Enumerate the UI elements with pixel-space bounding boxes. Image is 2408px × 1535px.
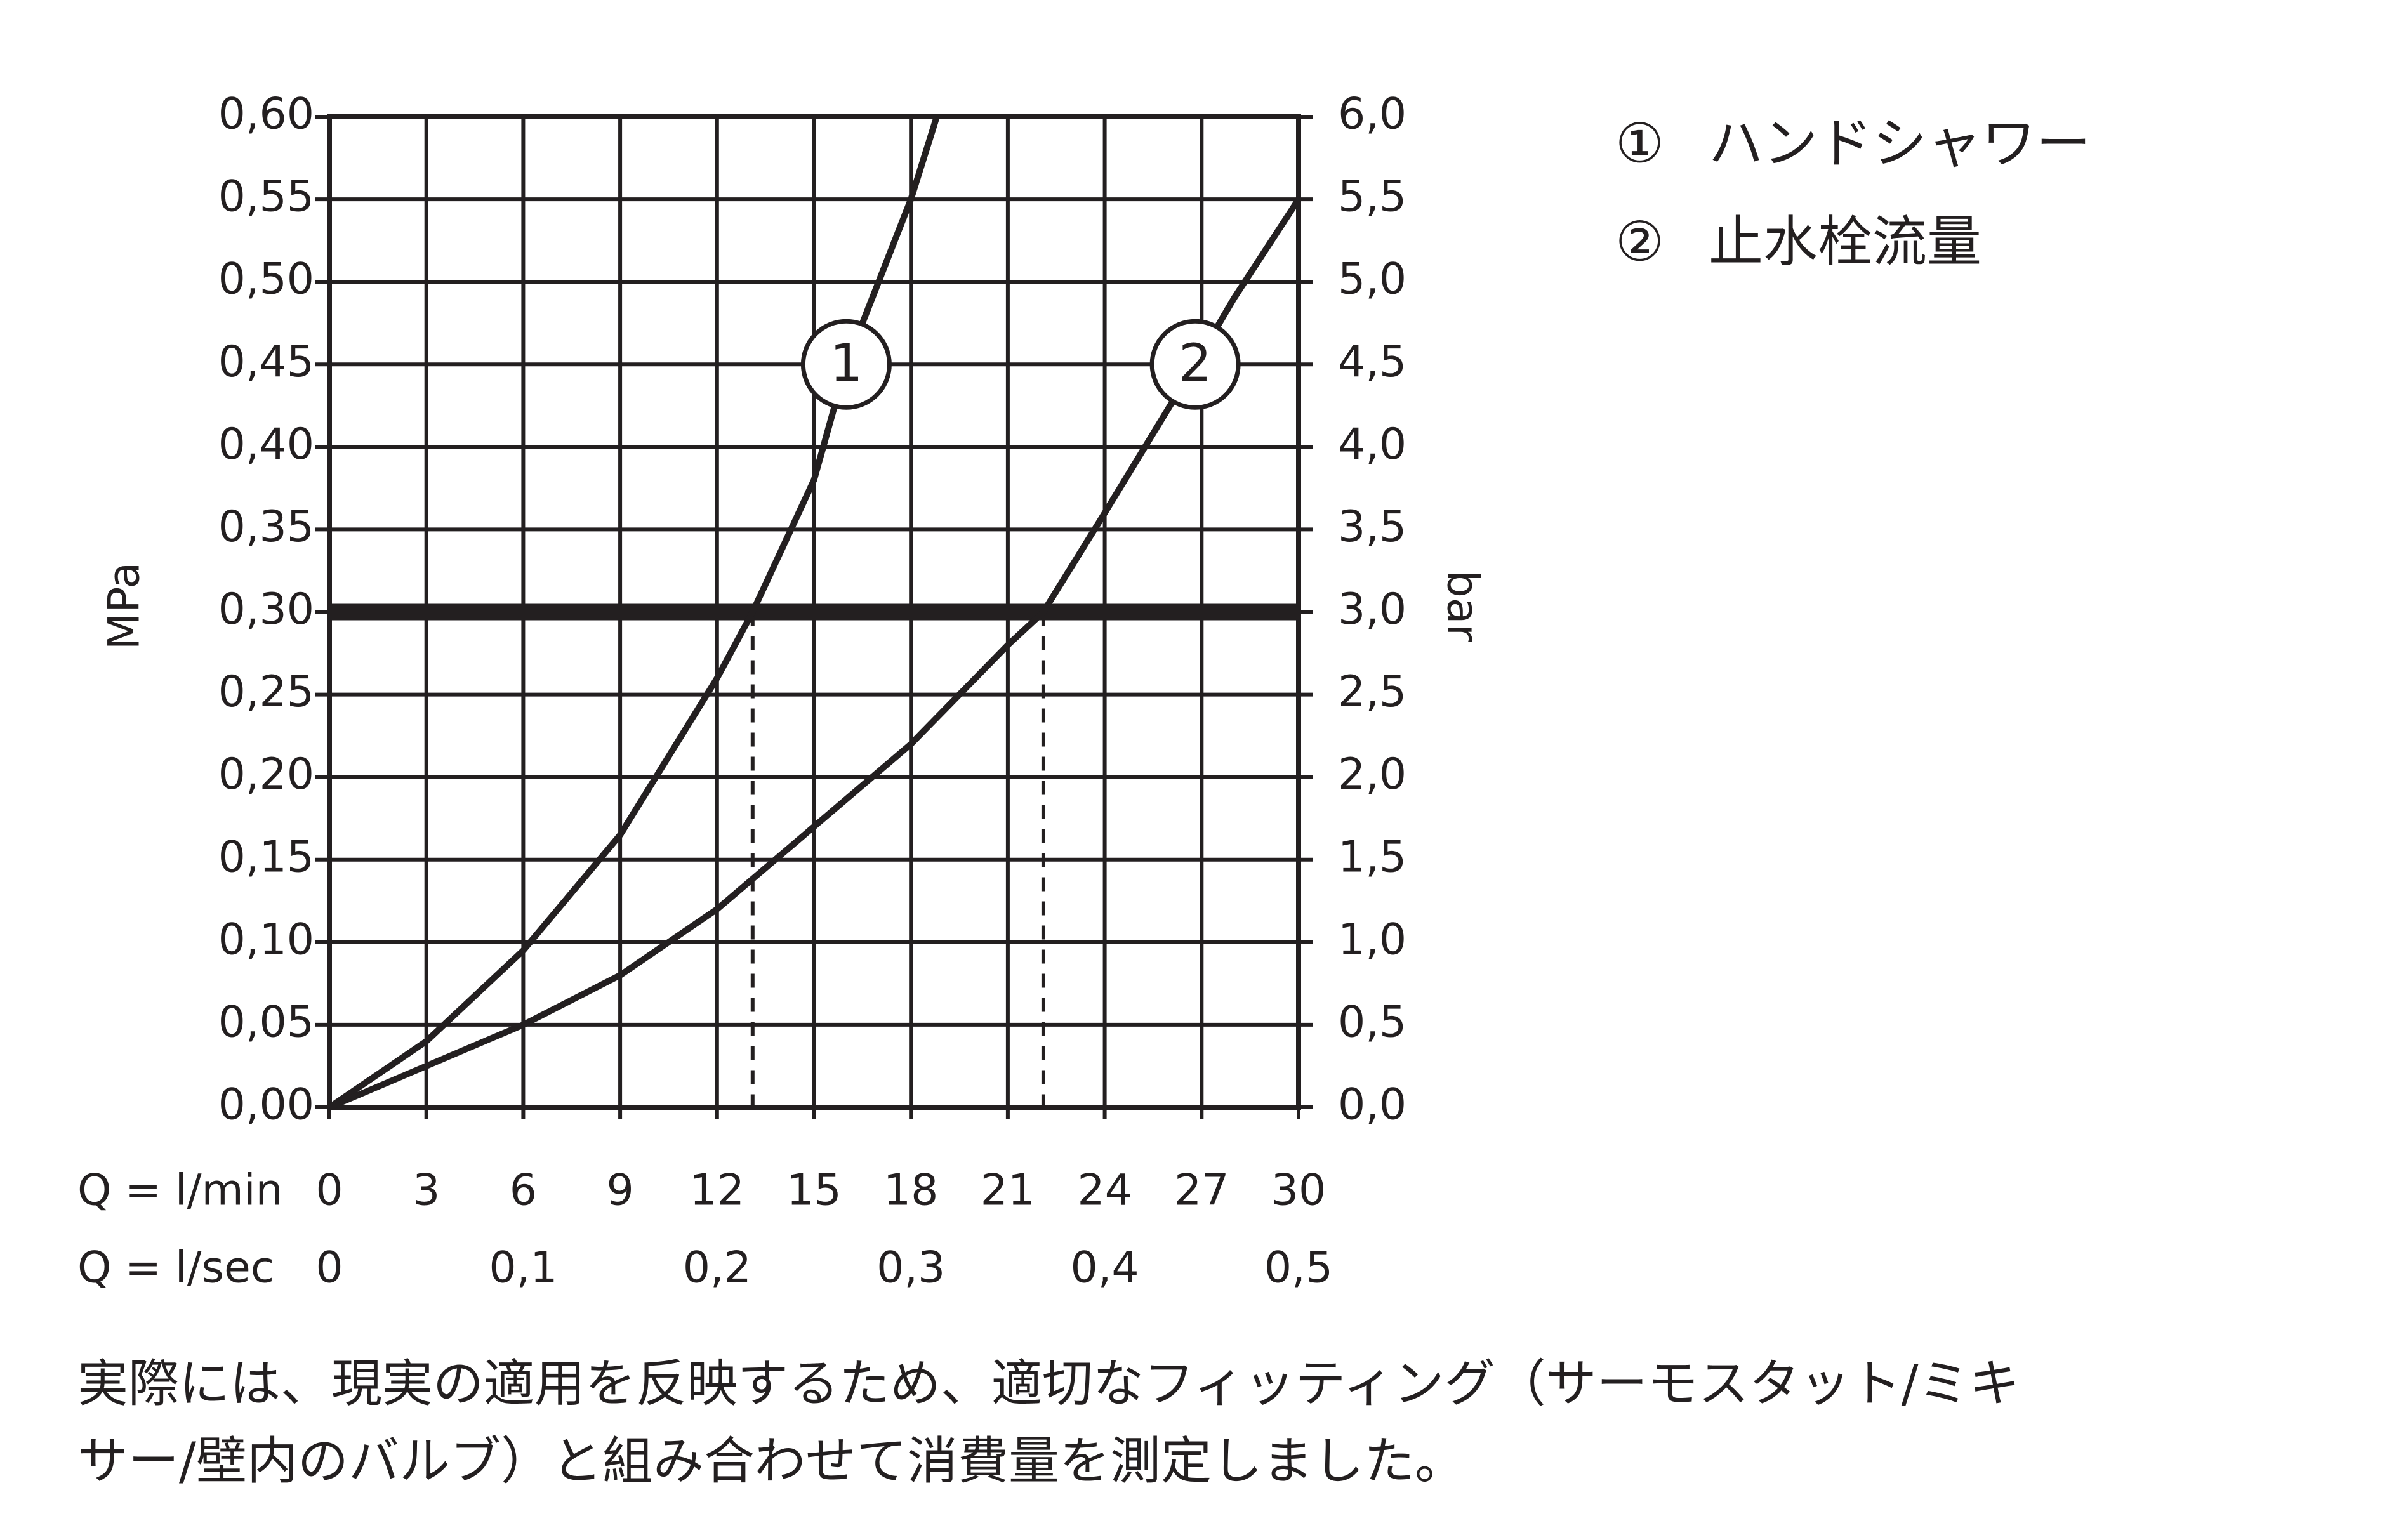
- y2-tick-label: 5,0: [1338, 254, 1406, 305]
- y2-tick-label: 0,0: [1338, 1080, 1406, 1130]
- x-tick-label: 0: [315, 1166, 343, 1216]
- y-tick-label: 0,20: [218, 749, 314, 800]
- x-axis-label: Q = l/min: [77, 1166, 283, 1216]
- x-tick-label: 9: [606, 1166, 633, 1216]
- y-tick-label: 0,55: [218, 172, 314, 222]
- x-tick-label: 15: [786, 1166, 842, 1216]
- legend-label: ハンドシャワー: [1709, 112, 2091, 175]
- y2-axis-label: bar: [1437, 570, 1487, 642]
- x-tick-label: 30: [1271, 1166, 1326, 1216]
- y-tick-label: 0,40: [218, 419, 314, 470]
- y-tick-label: 0,10: [218, 914, 314, 965]
- y-axis-label: MPa: [100, 562, 150, 650]
- y-tick-label: 0,00: [218, 1080, 314, 1130]
- curve-label-circle: [1149, 319, 1241, 410]
- note-line: 実際には、現実の適用を反映するため、適切なフィッティング（サーモスタット/ミキ: [77, 1354, 2020, 1413]
- x2-tick-label: 0,3: [877, 1243, 945, 1293]
- legend-marker: ①: [1615, 112, 1664, 175]
- y2-tick-label: 2,0: [1338, 749, 1406, 800]
- y2-tick-label: 1,0: [1338, 914, 1406, 965]
- y2-tick-label: 6,0: [1338, 89, 1406, 140]
- y-tick-label: 0,45: [218, 337, 314, 387]
- x2-axis-label: Q = l/sec: [77, 1243, 274, 1293]
- x-tick-label: 12: [690, 1166, 745, 1216]
- x2-tick-label: 0,4: [1071, 1243, 1139, 1293]
- curve-label: 1: [830, 334, 863, 394]
- x2-tick-label: 0,1: [489, 1243, 557, 1293]
- y-tick-label: 0,25: [218, 667, 314, 717]
- legend-marker: ②: [1615, 210, 1664, 273]
- x2-tick-label: 0,2: [683, 1243, 751, 1293]
- x-tick-label: 27: [1174, 1166, 1229, 1216]
- y-tick-label: 0,50: [218, 254, 314, 305]
- x-tick-label: 3: [413, 1166, 440, 1216]
- x-tick-label: 18: [883, 1166, 939, 1216]
- x-tick-label: 21: [981, 1166, 1036, 1216]
- y2-tick-label: 4,0: [1338, 419, 1406, 470]
- y-tick-label: 0,35: [218, 502, 314, 552]
- x-tick-label: 24: [1077, 1166, 1132, 1216]
- y2-tick-label: 1,5: [1338, 832, 1406, 882]
- curve-label-circle: [800, 319, 892, 410]
- y-tick-label: 0,05: [218, 997, 314, 1047]
- x2-tick-label: 0: [315, 1243, 343, 1293]
- curve-label: 2: [1179, 334, 1212, 394]
- y2-tick-label: 3,0: [1338, 584, 1406, 635]
- y2-tick-label: 5,5: [1338, 172, 1406, 222]
- x-tick-label: 6: [510, 1166, 537, 1216]
- curve: [327, 115, 940, 1110]
- legend-label: 止水栓流量: [1709, 210, 1981, 273]
- y-tick-label: 0,15: [218, 832, 314, 882]
- y-tick-label: 0,30: [218, 584, 314, 635]
- y2-tick-label: 3,5: [1338, 502, 1406, 552]
- y-tick-label: 0,60: [218, 89, 314, 140]
- y2-tick-label: 4,5: [1338, 337, 1406, 387]
- y2-tick-label: 0,5: [1338, 997, 1406, 1047]
- note-line: サー/壁内のバルブ）と組み合わせて消費量を測定しました。: [77, 1432, 1465, 1491]
- x2-tick-label: 0,5: [1264, 1243, 1333, 1293]
- y2-tick-label: 2,5: [1338, 667, 1406, 717]
